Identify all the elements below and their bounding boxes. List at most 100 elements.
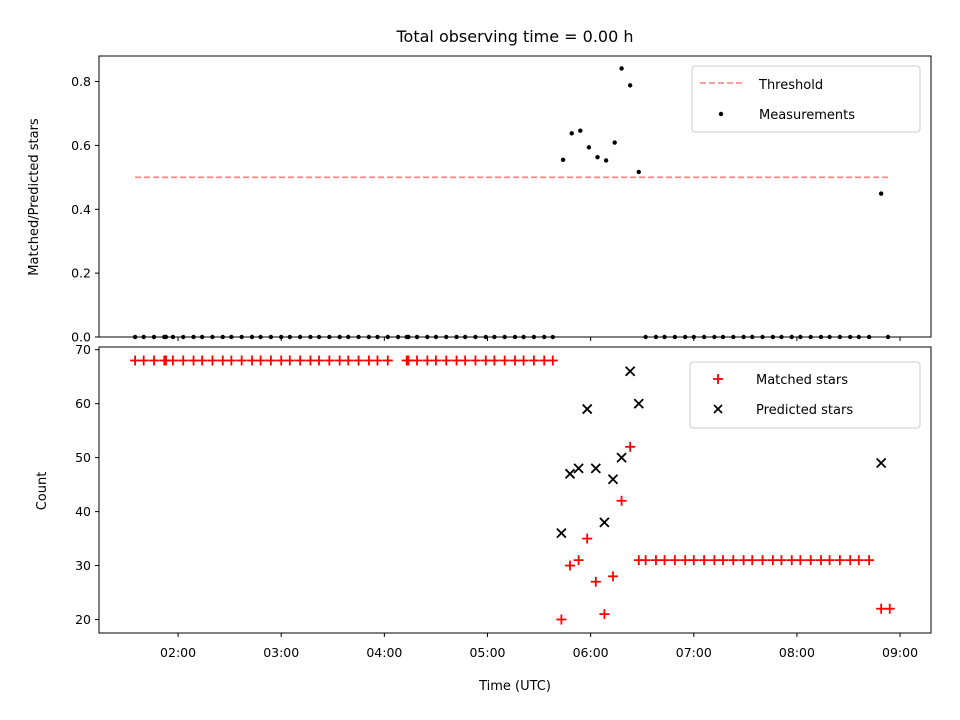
matched-stars-point [669,555,680,566]
measurement-point [878,191,884,196]
count-y-axis-label: Count [35,472,50,511]
measurement-point [578,128,583,133]
measurement-point [636,169,641,175]
matched-stars-point [599,609,610,620]
count-legend: Matched stars Predicted stars [689,361,921,429]
count-panel: 20 30 40 50 60 70 02:00 03:00 04:00 05:00 06:00 07… [35,342,932,694]
ratio-y-tick-label: 0.2 [71,266,91,281]
matched-stars-point [295,355,306,366]
matched-stars-point [582,533,593,544]
matched-stars-point [864,555,875,566]
matched-stars-point [422,355,433,366]
matched-stars-point [324,355,335,366]
matched-stars-point [607,571,618,582]
matched-stars-point [197,355,208,366]
matched-stars-point [363,355,374,366]
matched-stars-point [430,355,441,366]
matched-stars-point [353,355,364,366]
predicted-stars-point [876,457,887,469]
matched-stars-point [590,576,601,587]
matched-stars-point [138,355,149,366]
measurements-legend-swatch [718,111,724,117]
predicted-stars-point [582,403,593,415]
matched-stars-point [884,603,895,614]
count-y-tick-label: 70 [75,342,91,357]
measurement-point [569,131,574,136]
ratio-legend: Threshold Measurements [691,65,921,133]
matched-stars-point [499,355,510,366]
count-y-tick-label: 50 [75,450,91,465]
matched-stars-point [528,355,539,366]
matched-stars-point [876,603,887,614]
matched-stars-point [255,355,266,366]
matched-stars-point [747,555,758,566]
matched-stars-point [412,355,423,366]
matched-stars-point [640,555,651,566]
matched-stars-point [625,441,636,452]
matched-stars-point [650,555,661,566]
matched-stars-point [709,555,720,566]
matched-stars-point [149,355,160,366]
predicted-stars-point [616,452,627,463]
matched-stars-point [688,555,699,566]
chart-title: Total observing time = 0.00 h [395,27,633,46]
x-tick-label: 02:00 [160,645,196,660]
measurement-point [560,157,566,162]
matched-stars-point [236,355,247,366]
x-axis: 02:00 03:00 04:00 05:00 06:00 07:00 08:00 09:00 [160,633,918,660]
matched-stars-point [510,355,520,366]
x-tick-label: 03:00 [263,645,299,660]
predicted-stars-point [590,463,601,474]
matched-stars-point [539,355,550,366]
matched-stars-point [130,355,141,366]
matched-stars-point [305,355,316,366]
predicted-stars-point [564,468,576,479]
predicted-stars-point [625,366,636,377]
measurement-point [612,140,617,145]
matched-stars-point [334,355,345,366]
matched-stars-point [815,555,826,566]
matched-stars-point [556,614,567,625]
matched-stars-point [178,355,189,366]
matched-stars-point [382,355,393,366]
matched-stars-point [767,555,778,566]
matched-stars-point [403,355,414,366]
count-plot-area [130,355,895,625]
count-y-tick-label: 40 [75,504,91,519]
matched-legend-swatch [713,374,723,384]
matched-stars-point [853,555,864,566]
count-legend-box [689,361,921,429]
count-y-tick-label: 60 [75,396,91,411]
matched-stars-point [489,355,500,366]
matched-stars-point [699,555,710,566]
matched-stars-point [265,355,276,366]
matched-stars-point [718,555,728,566]
ratio-y-axis-label: Matched/Predicted stars [27,118,42,276]
predicted-legend-label: Predicted stars [756,403,853,418]
measurement-point [627,83,633,88]
matched-stars-point [314,355,325,366]
predicted-stars-point [633,398,644,409]
count-y-axis: 20 30 40 50 60 70 [75,342,99,627]
matched-stars-point [372,355,383,366]
predicted-stars-point [573,463,584,474]
predicted-stars-point [607,474,619,485]
measurement-point [619,66,624,71]
count-y-tick-label: 30 [75,558,91,573]
count-y-tick-label: 20 [75,612,91,627]
matched-stars-point [188,355,199,366]
matched-stars-point [616,495,627,506]
matched-stars-point [226,355,237,366]
x-tick-label: 04:00 [366,645,402,660]
x-tick-label: 05:00 [469,645,505,660]
matched-stars-point [480,355,491,366]
matched-stars-point [451,355,462,366]
matched-stars-point [284,355,295,366]
matched-legend-label: Matched stars [756,373,848,388]
measurements-legend-label: Measurements [759,108,855,123]
matched-stars-point [565,560,576,571]
matched-stars-point [441,355,452,366]
matched-stars-point [217,355,228,366]
matched-stars-point [470,355,481,366]
